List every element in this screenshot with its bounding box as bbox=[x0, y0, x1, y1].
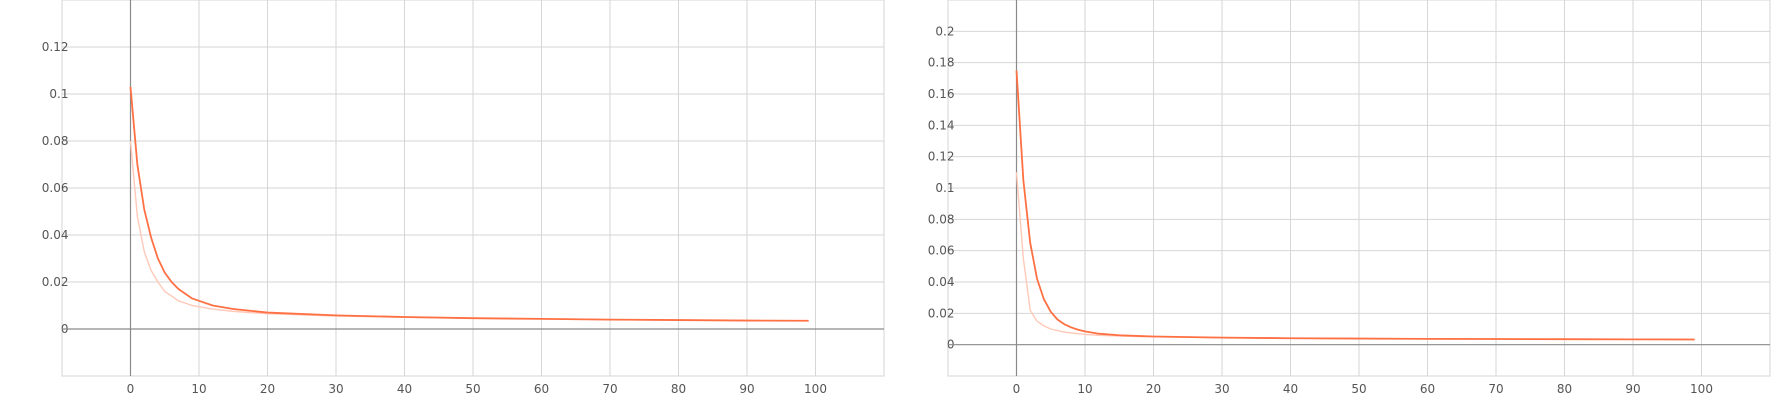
y-tick-label: 0.16 bbox=[928, 87, 955, 101]
y-tick-label: 0.02 bbox=[42, 275, 69, 289]
y-tick-label: 0.08 bbox=[42, 134, 69, 148]
x-tick-label: 100 bbox=[1690, 382, 1713, 396]
y-tick-label: 0.1 bbox=[935, 181, 954, 195]
y-tick-label: 0.12 bbox=[42, 40, 69, 54]
x-tick-label: 60 bbox=[534, 382, 549, 396]
x-tick-label: 0 bbox=[127, 382, 135, 396]
x-tick-label: 90 bbox=[739, 382, 754, 396]
y-tick-label: 0.1 bbox=[49, 87, 68, 101]
y-tick-label: 0.12 bbox=[928, 150, 955, 164]
x-tick-label: 70 bbox=[602, 382, 617, 396]
y-tick-label: 0.2 bbox=[935, 24, 954, 38]
x-tick-label: 40 bbox=[397, 382, 412, 396]
x-tick-label: 50 bbox=[465, 382, 480, 396]
y-tick-label: 0.02 bbox=[928, 306, 955, 320]
chart-left: 0 10 20 30 40 50 60 70 80 90 10000.020.040.060.080… bbox=[42, 0, 885, 396]
x-tick-label: 60 bbox=[1420, 382, 1435, 396]
x-tick-label: 80 bbox=[671, 382, 686, 396]
tick-labels: 0 10 20 30 40 50 60 70 80 90 10000.020.040.060.080… bbox=[42, 40, 827, 396]
series-line bbox=[1015, 70, 1695, 341]
y-tick-label: 0.08 bbox=[928, 212, 955, 226]
y-tick-label: 0.04 bbox=[42, 228, 69, 242]
tick-labels: 0 10 20 30 40 50 60 70 80 90 10000.020.040.060.080… bbox=[928, 24, 1713, 396]
x-tick-label: 20 bbox=[1146, 382, 1161, 396]
y-tick-label: 0.06 bbox=[928, 244, 955, 258]
y-tick-label: 0.04 bbox=[928, 275, 955, 289]
x-tick-label: 70 bbox=[1488, 382, 1503, 396]
x-tick-label: 20 bbox=[260, 382, 275, 396]
y-tick-label: 0.14 bbox=[928, 118, 955, 132]
x-tick-label: 0 bbox=[1013, 382, 1021, 396]
grid-lines bbox=[947, 0, 1771, 377]
x-tick-label: 30 bbox=[1214, 382, 1229, 396]
x-tick-label: 50 bbox=[1351, 382, 1366, 396]
chart-right: 0 10 20 30 40 50 60 70 80 90 10000.020.040.060.080… bbox=[928, 0, 1771, 396]
series-line bbox=[129, 86, 809, 322]
x-tick-label: 10 bbox=[191, 382, 206, 396]
grid-lines bbox=[61, 0, 885, 377]
y-tick-label: 0.06 bbox=[42, 181, 69, 195]
x-tick-label: 100 bbox=[804, 382, 827, 396]
x-tick-label: 10 bbox=[1077, 382, 1092, 396]
x-tick-label: 80 bbox=[1557, 382, 1572, 396]
x-tick-label: 40 bbox=[1283, 382, 1298, 396]
x-tick-label: 90 bbox=[1625, 382, 1640, 396]
y-tick-label: 0.18 bbox=[928, 56, 955, 70]
x-tick-label: 30 bbox=[328, 382, 343, 396]
